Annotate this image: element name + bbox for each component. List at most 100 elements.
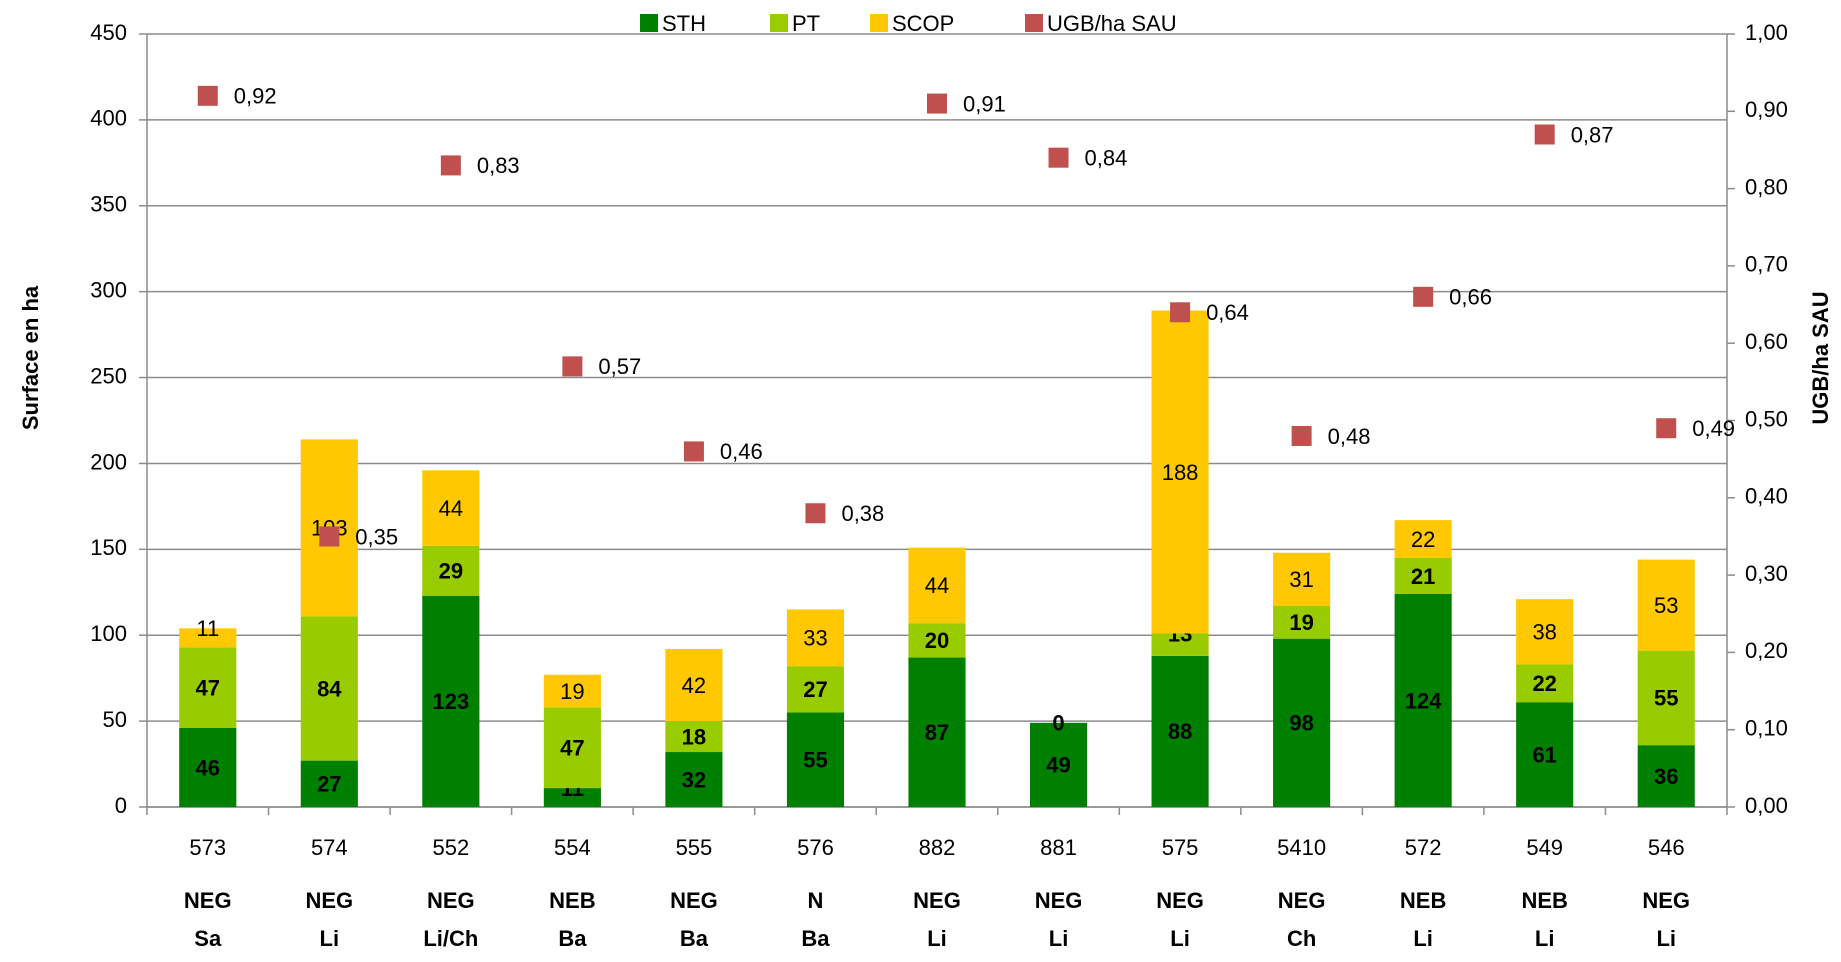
data-label: 33 xyxy=(803,626,827,651)
bar-segment xyxy=(908,623,966,658)
bar-segment xyxy=(179,727,237,807)
bar-segment xyxy=(665,721,723,753)
y2-axis-title: UGB/ha SAU xyxy=(1808,291,1833,424)
x-tick-label: 549 xyxy=(1526,835,1563,860)
x-tick-label: 881 xyxy=(1040,835,1077,860)
group-label: Li xyxy=(1049,926,1069,951)
y2-tick-label: 0,00 xyxy=(1745,793,1788,818)
group-label: NEG xyxy=(1278,888,1326,913)
group-label: NEG xyxy=(1156,888,1204,913)
y2-tick-label: 0,40 xyxy=(1745,484,1788,509)
bar-segment xyxy=(543,674,601,708)
data-label: 0,46 xyxy=(720,439,763,464)
bar-segment xyxy=(665,648,723,722)
group-label: NEB xyxy=(1521,888,1567,913)
data-label: 84 xyxy=(317,676,342,701)
data-label: 19 xyxy=(1289,610,1313,635)
legend-swatch xyxy=(770,14,788,32)
group-label: Li xyxy=(1413,926,1433,951)
data-label: 0,83 xyxy=(477,153,520,178)
bar-segment xyxy=(179,628,237,648)
data-label: 49 xyxy=(1046,753,1070,778)
y-tick-label: 400 xyxy=(90,106,127,131)
y2-tick-label: 0,70 xyxy=(1745,252,1788,277)
point xyxy=(1291,425,1312,446)
group-label: Li xyxy=(1535,926,1555,951)
bar-segment xyxy=(1151,633,1209,656)
data-label: 61 xyxy=(1532,742,1556,767)
bar-segment xyxy=(422,545,480,596)
legend-swatch xyxy=(1025,14,1043,32)
bar-segment xyxy=(1273,606,1331,639)
data-label: 32 xyxy=(682,767,706,792)
bar-segment xyxy=(1394,520,1452,558)
bar-segment xyxy=(422,595,480,807)
data-label: 55 xyxy=(1654,686,1678,711)
group-label: Li xyxy=(320,926,340,951)
bar-segment xyxy=(1273,552,1331,607)
bar-segment xyxy=(1151,310,1209,634)
bar-segment xyxy=(1637,559,1695,651)
y-tick-label: 100 xyxy=(90,621,127,646)
group-label: N xyxy=(808,888,824,913)
y-tick-label: 300 xyxy=(90,277,127,302)
point xyxy=(319,526,340,547)
group-label: NEG xyxy=(670,888,718,913)
bar-segment xyxy=(786,609,845,667)
bar-segment xyxy=(1516,664,1574,703)
y-tick-label: 150 xyxy=(90,535,127,560)
point xyxy=(1048,147,1069,168)
bar-segment xyxy=(1394,593,1452,807)
data-label: 20 xyxy=(925,628,949,653)
bar-segment xyxy=(1151,655,1209,807)
group-label: Ba xyxy=(680,926,709,951)
bar-segment xyxy=(543,788,601,807)
y2-tick-label: 0,30 xyxy=(1745,561,1788,586)
point xyxy=(1534,124,1555,145)
legend-label: SCOP xyxy=(892,11,954,36)
data-label: 0,66 xyxy=(1449,285,1492,310)
point xyxy=(1656,418,1677,439)
bar-segment xyxy=(908,657,966,807)
x-tick-label: 552 xyxy=(432,835,469,860)
point xyxy=(197,85,218,106)
data-label: 18 xyxy=(682,724,706,749)
bar-segment xyxy=(300,616,358,761)
x-tick-label: 5410 xyxy=(1277,835,1326,860)
data-label: 0,87 xyxy=(1571,122,1614,147)
x-tick-label: 575 xyxy=(1162,835,1199,860)
data-label: 29 xyxy=(439,559,463,584)
y2-tick-label: 0,90 xyxy=(1745,97,1788,122)
group-label: Sa xyxy=(194,926,222,951)
y-axis-title: Surface en ha xyxy=(18,285,43,430)
group-label: NEB xyxy=(1400,888,1446,913)
point xyxy=(805,503,826,524)
group-label: Ba xyxy=(801,926,830,951)
legend-label: STH xyxy=(662,11,706,36)
legend-label: UGB/ha SAU xyxy=(1047,11,1177,36)
group-label: NEG xyxy=(427,888,475,913)
data-label: 124 xyxy=(1405,688,1442,713)
x-tick-label: 572 xyxy=(1405,835,1442,860)
y-tick-label: 50 xyxy=(103,707,127,732)
data-label: 11 xyxy=(196,616,219,641)
y-tick-label: 450 xyxy=(90,20,127,45)
data-label: 47 xyxy=(560,736,584,761)
data-label: 0,84 xyxy=(1085,145,1128,170)
group-label: NEB xyxy=(549,888,595,913)
y-tick-label: 350 xyxy=(90,192,127,217)
y2-tick-label: 0,10 xyxy=(1745,716,1788,741)
data-label: 22 xyxy=(1532,671,1556,696)
legend-swatch xyxy=(640,14,658,32)
group-label: Li/Ch xyxy=(423,926,478,951)
y-tick-label: 250 xyxy=(90,363,127,388)
data-label: 38 xyxy=(1532,620,1556,645)
data-label: 55 xyxy=(803,748,827,773)
legend-swatch xyxy=(870,14,888,32)
bar-segment xyxy=(543,707,601,789)
bar-segment xyxy=(1516,599,1574,665)
group-label: NEG xyxy=(1035,888,1083,913)
data-label: 87 xyxy=(925,720,949,745)
data-label: 27 xyxy=(803,677,827,702)
